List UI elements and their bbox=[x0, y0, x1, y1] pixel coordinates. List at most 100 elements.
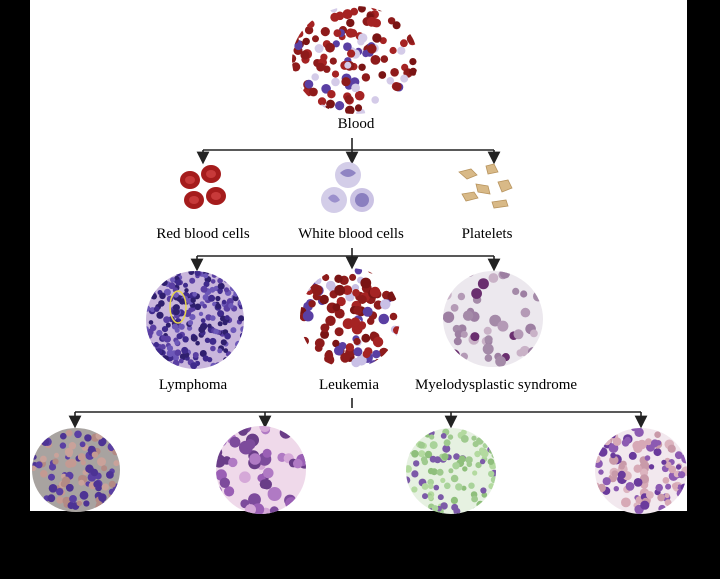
cell-texture bbox=[367, 317, 375, 325]
cell-texture bbox=[160, 344, 166, 350]
cell-texture bbox=[198, 311, 204, 317]
cell-texture bbox=[174, 340, 180, 346]
cell-texture bbox=[450, 304, 459, 312]
cell-texture bbox=[261, 479, 272, 490]
cell-texture bbox=[338, 342, 347, 350]
cell-texture bbox=[149, 324, 157, 332]
cell-texture bbox=[166, 349, 174, 357]
cell-texture bbox=[325, 280, 336, 291]
cell-texture bbox=[217, 348, 223, 354]
cell-texture bbox=[598, 469, 604, 475]
cell-texture bbox=[300, 50, 310, 60]
cell-texture bbox=[422, 493, 428, 500]
leukemia-type-2-image bbox=[216, 426, 306, 514]
cell-texture bbox=[322, 273, 330, 282]
cell-texture bbox=[482, 443, 488, 449]
cell-texture bbox=[160, 335, 167, 341]
cell-texture bbox=[443, 311, 455, 323]
cell-texture bbox=[316, 62, 325, 72]
cell-texture bbox=[665, 483, 672, 490]
cell-texture bbox=[352, 289, 360, 297]
cell-texture bbox=[484, 335, 493, 344]
cell-texture bbox=[595, 455, 601, 463]
cell-texture bbox=[267, 487, 282, 501]
cell-texture bbox=[624, 436, 631, 444]
cell-texture bbox=[357, 295, 367, 304]
cell-texture bbox=[665, 461, 672, 468]
cell-texture bbox=[362, 306, 373, 317]
cell-texture bbox=[358, 63, 366, 71]
cell-texture bbox=[151, 293, 157, 300]
cell-texture bbox=[444, 482, 451, 490]
cell-texture bbox=[418, 450, 426, 458]
cell-texture bbox=[183, 282, 188, 288]
cell-texture bbox=[443, 439, 451, 447]
cell-texture bbox=[387, 17, 396, 25]
cell-texture bbox=[101, 483, 109, 491]
mds-label: Myelodysplastic syndrome bbox=[414, 377, 578, 393]
cell-texture bbox=[48, 484, 58, 493]
cell-texture bbox=[644, 455, 651, 461]
cell-texture bbox=[471, 288, 482, 299]
cell-texture bbox=[224, 486, 235, 497]
cell-texture bbox=[440, 477, 446, 483]
cell-texture bbox=[349, 273, 357, 281]
cell-texture bbox=[292, 62, 301, 72]
cell-texture bbox=[447, 434, 454, 440]
cell-texture bbox=[453, 453, 460, 460]
cell-texture bbox=[217, 310, 225, 318]
cell-texture bbox=[450, 474, 459, 483]
cell-texture bbox=[192, 291, 198, 297]
cell-texture bbox=[187, 320, 194, 326]
cell-texture bbox=[309, 87, 318, 97]
cell-texture bbox=[208, 294, 216, 302]
cell-texture bbox=[429, 441, 438, 450]
cell-texture bbox=[674, 451, 683, 460]
cell-texture bbox=[320, 53, 328, 61]
cell-texture bbox=[78, 479, 85, 486]
cell-texture bbox=[181, 346, 189, 354]
cell-texture bbox=[224, 332, 231, 340]
cell-texture bbox=[609, 455, 619, 465]
cell-texture bbox=[645, 438, 652, 446]
lymphoma-smear-image bbox=[146, 271, 244, 369]
cell-texture bbox=[413, 460, 420, 467]
cell-texture bbox=[411, 450, 419, 458]
cell-texture bbox=[483, 326, 492, 335]
mds-smear-svg bbox=[443, 271, 543, 367]
cell-texture bbox=[664, 493, 670, 499]
cell-texture bbox=[166, 345, 174, 352]
cell-texture bbox=[239, 471, 251, 483]
cell-texture bbox=[52, 458, 59, 465]
cell-texture bbox=[202, 355, 209, 362]
cell-texture bbox=[194, 303, 202, 311]
cell-texture bbox=[171, 323, 179, 330]
cell-texture bbox=[479, 447, 485, 453]
cell-texture bbox=[203, 281, 210, 288]
cell-texture bbox=[460, 435, 469, 443]
cell-texture bbox=[366, 16, 377, 27]
cell-texture bbox=[320, 329, 330, 339]
cell-texture bbox=[156, 311, 164, 319]
cell-texture bbox=[372, 336, 384, 348]
cell-texture bbox=[362, 350, 371, 359]
cell-texture bbox=[304, 26, 314, 35]
cell-texture bbox=[455, 483, 463, 491]
cell-texture bbox=[47, 494, 56, 503]
cell-texture bbox=[178, 358, 184, 364]
cell-texture bbox=[475, 462, 482, 469]
cell-texture bbox=[655, 440, 662, 446]
cell-texture bbox=[69, 495, 77, 503]
cell-texture bbox=[84, 434, 92, 442]
mds-smear-image bbox=[443, 271, 543, 367]
cell-texture bbox=[213, 328, 219, 335]
cell-texture bbox=[440, 502, 448, 510]
cell-texture bbox=[667, 444, 676, 453]
cell-texture bbox=[480, 487, 487, 494]
cell-texture bbox=[311, 73, 319, 81]
cell-texture bbox=[238, 315, 244, 322]
cell-texture bbox=[664, 499, 672, 506]
cell-texture bbox=[220, 339, 227, 346]
cell-texture bbox=[488, 470, 495, 478]
cell-texture bbox=[598, 447, 608, 457]
